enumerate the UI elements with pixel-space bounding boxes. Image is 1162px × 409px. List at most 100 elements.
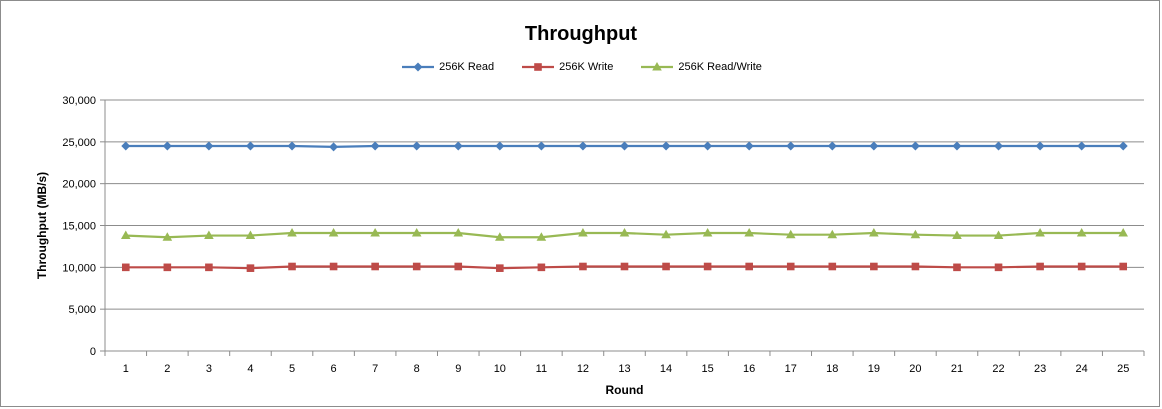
x-tick-label: 2 (164, 363, 170, 375)
data-point-256k-write (870, 262, 878, 271)
y-axis-title: Throughput (MB/s) (35, 172, 49, 279)
data-point-256k-write (496, 264, 504, 272)
data-point-256k-read-write (869, 228, 879, 237)
data-point-256k-read-write (162, 232, 173, 241)
data-point-256k-write (911, 262, 920, 271)
data-point-256k-write (703, 262, 712, 271)
legend-item-256k-read: 256K Read (400, 61, 494, 73)
x-tick-label: 10 (494, 363, 506, 375)
y-tick-label: 30,000 (62, 95, 96, 107)
data-point-256k-read (121, 141, 131, 151)
data-point-256k-write (412, 262, 421, 271)
data-point-256k-write (1077, 262, 1086, 271)
data-point-256k-read (287, 141, 297, 151)
data-point-256k-read (370, 141, 380, 151)
data-point-256k-read (786, 141, 796, 151)
data-point-256k-write (662, 262, 670, 271)
data-point-256k-read-write (287, 228, 297, 237)
data-point-256k-read-write (453, 228, 464, 237)
data-point-256k-read-write (411, 228, 422, 237)
x-tick-label: 12 (577, 363, 589, 375)
data-point-256k-write (329, 262, 338, 271)
data-point-256k-read (162, 141, 172, 151)
y-tick-label: 15,000 (62, 221, 96, 233)
data-point-256k-write (371, 262, 379, 271)
data-point-256k-read (661, 141, 671, 151)
data-point-256k-write (537, 263, 546, 272)
data-point-256k-write (454, 262, 463, 271)
data-point-256k-read (578, 141, 588, 151)
data-point-256k-read (204, 141, 214, 151)
x-tick-label: 18 (826, 363, 838, 375)
data-point-256k-read-write (952, 230, 962, 240)
data-point-256k-read (536, 141, 546, 151)
data-point-256k-read-write (619, 228, 630, 237)
data-point-256k-read-write (204, 230, 214, 240)
data-point-256k-read-write (661, 229, 671, 239)
data-point-256k-read-write (744, 228, 754, 237)
data-point-256k-read-write (578, 228, 588, 237)
data-point-256k-read-write (1035, 228, 1045, 237)
data-point-256k-read-write (702, 228, 713, 237)
x-tick-label: 19 (868, 363, 880, 375)
x-tick-label: 11 (536, 363, 547, 375)
legend-swatch (641, 62, 674, 71)
data-point-256k-read (412, 141, 422, 151)
x-tick-label: 13 (618, 363, 630, 375)
data-point-256k-read (453, 141, 463, 151)
data-point-256k-read-write (536, 232, 547, 241)
data-point-256k-read-write (1118, 228, 1129, 237)
legend-swatch (402, 62, 435, 72)
data-point-256k-read (910, 141, 920, 151)
x-tick-label: 1 (123, 363, 129, 375)
data-point-256k-write (205, 263, 213, 272)
legend-swatch (522, 63, 555, 71)
x-tick-label: 21 (951, 363, 963, 375)
x-tick-label: 9 (455, 363, 461, 375)
data-point-256k-write (246, 264, 255, 272)
x-axis-title: Round (606, 383, 644, 397)
data-point-256k-read (827, 141, 837, 151)
legend-item-256k-write: 256K Write (520, 61, 613, 73)
x-tick-label: 7 (372, 363, 378, 375)
x-tick-label: 6 (331, 363, 337, 375)
legend-label: 256K Read (439, 61, 495, 73)
chart-title: Throughput (524, 23, 638, 45)
data-point-256k-write (121, 263, 130, 272)
data-point-256k-read (703, 141, 713, 151)
data-point-256k-write (1119, 262, 1128, 271)
data-point-256k-write (994, 263, 1003, 272)
data-point-256k-read (245, 141, 255, 151)
data-point-256k-read (620, 141, 629, 151)
y-tick-label: 5,000 (68, 304, 96, 316)
legend-marker (652, 62, 663, 71)
data-point-256k-read-write (370, 228, 380, 237)
y-tick-label: 10,000 (62, 262, 96, 274)
data-point-256k-read (329, 142, 339, 152)
x-tick-label: 24 (1076, 363, 1088, 375)
data-point-256k-write (620, 262, 629, 271)
data-point-256k-read-write (910, 229, 921, 239)
data-point-256k-read (869, 141, 879, 151)
x-tick-label: 14 (660, 363, 672, 375)
legend-marker (534, 63, 542, 71)
x-tick-label: 17 (785, 363, 797, 375)
data-point-256k-write (828, 262, 837, 271)
legend-label: 256K Write (559, 61, 614, 73)
data-point-256k-write (163, 263, 172, 272)
data-point-256k-write (288, 262, 296, 271)
data-point-256k-write (745, 262, 753, 271)
legend-item-256k-read-write: 256K Read/Write (639, 61, 762, 73)
x-tick-label: 20 (909, 363, 921, 375)
x-tick-label: 3 (206, 363, 212, 375)
x-tick-label: 25 (1117, 363, 1129, 375)
data-point-256k-read-write (245, 230, 256, 240)
data-point-256k-write (953, 263, 961, 272)
x-tick-label: 16 (743, 363, 755, 375)
y-tick-label: 20,000 (62, 179, 96, 191)
x-tick-label: 23 (1034, 363, 1046, 375)
data-point-256k-read (1035, 141, 1045, 151)
legend: 256K Read 256K Write 256K Read/Write (1, 61, 1161, 73)
